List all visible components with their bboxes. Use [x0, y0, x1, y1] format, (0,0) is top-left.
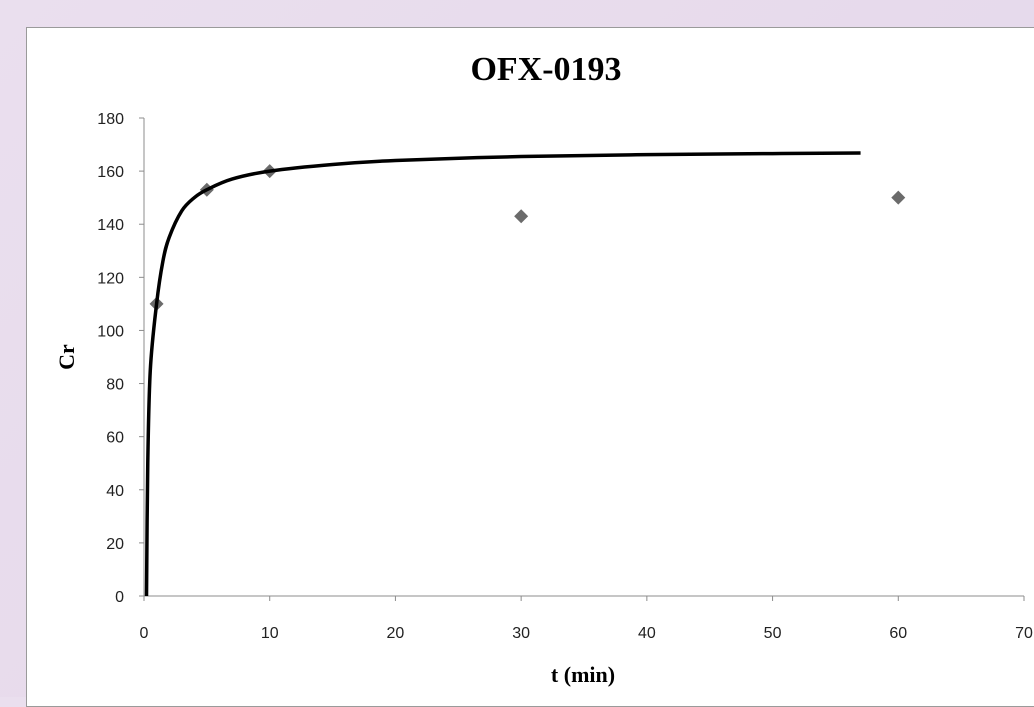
y-axis-label: Cr: [54, 344, 79, 370]
y-ticks: 0 20 40 60 80 100 120 140 160 180: [97, 111, 144, 606]
y-tick-label: 20: [106, 536, 124, 553]
fit-curve: [144, 151, 861, 597]
y-tick-label: 0: [115, 589, 124, 606]
series-layer: [144, 151, 906, 597]
x-tick-label: 30: [512, 625, 530, 642]
chart-frame: [26, 27, 1034, 707]
y-tick-label: 160: [97, 164, 124, 181]
data-point-diamond: [891, 190, 906, 205]
y-tick-label: 180: [97, 111, 124, 128]
chart-title: OFX-0193: [470, 51, 621, 88]
x-tick-label: 40: [638, 625, 656, 642]
x-ticks: 0 10 20 30 40 50 60 70: [140, 596, 1033, 642]
x-tick-label: 10: [261, 625, 279, 642]
y-tick-label: 120: [97, 270, 124, 287]
data-point-diamond: [514, 209, 529, 224]
y-tick-label: 140: [97, 217, 124, 234]
y-tick-label: 80: [106, 377, 124, 394]
x-tick-label: 50: [764, 625, 782, 642]
y-tick-label: 60: [106, 430, 124, 447]
x-tick-label: 70: [1015, 625, 1033, 642]
x-axis-label: t (min): [551, 662, 615, 687]
x-tick-label: 0: [140, 625, 149, 642]
y-tick-label: 40: [106, 483, 124, 500]
y-tick-label: 100: [97, 323, 124, 340]
x-tick-label: 20: [387, 625, 405, 642]
x-tick-label: 60: [889, 625, 907, 642]
